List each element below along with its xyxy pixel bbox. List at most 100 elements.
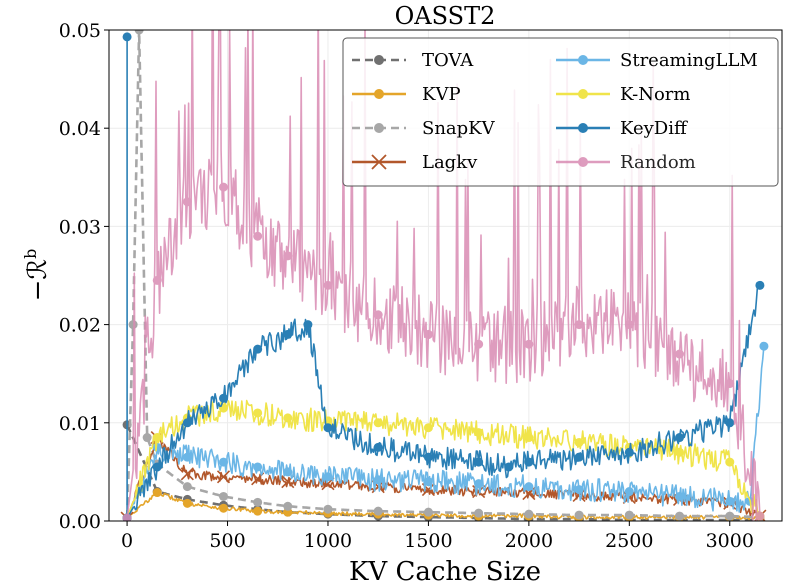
data-point-keydiff	[504, 462, 514, 472]
data-point-k-norm	[423, 423, 433, 433]
ticks: 0 500 1000 1500 2000 2500 3000 0.00 0.01 0.02 0.03…	[59, 20, 754, 552]
legend-entry-kvp: KVP	[352, 84, 461, 105]
data-point-streamingllm	[182, 452, 192, 462]
series-line-streamingllm	[126, 346, 765, 519]
data-point-streamingllm	[574, 485, 584, 495]
data-point-snapkv	[524, 509, 534, 519]
legend-label-lagkv: Lagkv	[422, 152, 478, 173]
data-point-kvp	[253, 506, 263, 516]
data-point-snapkv	[323, 504, 333, 514]
data-point-k-norm	[283, 413, 293, 423]
data-point-keydiff	[423, 452, 433, 462]
data-point-k-norm	[373, 418, 383, 428]
legend: TOVA KVP SnapKV Lagkv StreamingLLM K-Norm KeyD…	[342, 37, 779, 187]
data-point-kvp	[219, 503, 229, 513]
chart-title: OASST2	[395, 2, 496, 30]
data-point-random	[253, 231, 263, 241]
legend-box	[342, 37, 779, 187]
data-point-streamingllm	[624, 487, 634, 497]
data-point-keydiff	[373, 442, 383, 452]
y-tick-label: 0.01	[59, 413, 101, 435]
legend-entry-keydiff: KeyDiff	[556, 118, 688, 139]
x-tick-label: 1500	[404, 530, 452, 552]
data-point-snapkv	[128, 320, 138, 330]
legend-entry-random: Random	[556, 152, 696, 173]
data-point-keydiff	[122, 32, 132, 42]
data-point-lagkv	[180, 467, 194, 481]
y-tick-label: 0.00	[59, 511, 101, 533]
data-point-keydiff	[524, 457, 534, 467]
data-point-streamingllm	[474, 479, 484, 489]
data-point-snapkv	[253, 497, 263, 507]
legend-label-k-norm: K-Norm	[620, 84, 690, 105]
data-point-random	[524, 339, 534, 349]
series-random	[122, 30, 765, 521]
data-point-random	[182, 197, 192, 207]
data-point-keydiff	[725, 418, 735, 428]
series-layer	[120, 30, 769, 521]
y-tick-label: 0.04	[59, 118, 101, 140]
data-point-streamingllm	[253, 462, 263, 472]
data-point-keydiff	[675, 433, 685, 443]
data-point-random	[152, 275, 162, 285]
data-point-streamingllm	[219, 457, 229, 467]
data-point-streamingllm	[323, 472, 333, 482]
y-axis-label: −ℛb	[21, 249, 53, 302]
data-point-keydiff	[574, 452, 584, 462]
data-point-random	[474, 339, 484, 349]
y-axis-label-main: −ℛ	[23, 259, 53, 302]
data-point-snapkv	[624, 510, 634, 520]
data-point-snapkv	[373, 506, 383, 516]
data-point-keydiff	[323, 423, 333, 433]
legend-swatch-marker	[578, 55, 588, 65]
data-point-keydiff	[303, 320, 313, 330]
x-tick-label: 2000	[505, 530, 553, 552]
data-point-k-norm	[152, 433, 162, 443]
data-point-k-norm	[219, 403, 229, 413]
data-point-snapkv	[675, 511, 685, 521]
legend-swatch-marker	[578, 123, 588, 133]
data-point-keydiff	[219, 393, 229, 403]
series-line-keydiff	[126, 36, 761, 519]
data-point-random	[122, 513, 132, 521]
data-point-snapkv	[474, 508, 484, 518]
legend-entry-streamingllm: StreamingLLM	[556, 50, 758, 71]
x-tick-label: 1000	[304, 530, 352, 552]
legend-swatch-marker	[374, 89, 384, 99]
data-point-k-norm	[574, 437, 584, 447]
series-line-k-norm	[126, 399, 761, 521]
data-point-keydiff	[283, 329, 293, 339]
legend-label-random: Random	[620, 152, 696, 173]
data-point-k-norm	[725, 457, 735, 467]
legend-entry-snapkv: SnapKV	[352, 118, 496, 139]
legend-entry-k-norm: K-Norm	[556, 84, 690, 105]
y-tick-label: 0.05	[59, 20, 101, 42]
data-point-k-norm	[474, 428, 484, 438]
data-point-kvp	[182, 498, 192, 508]
data-point-keydiff	[182, 418, 192, 428]
series-line-kvp	[126, 491, 761, 521]
data-point-random	[283, 251, 293, 261]
legend-label-streamingllm: StreamingLLM	[620, 50, 758, 71]
data-point-streamingllm	[423, 477, 433, 487]
data-point-streamingllm	[725, 496, 735, 506]
data-point-snapkv	[182, 482, 192, 492]
data-point-random	[323, 280, 333, 290]
data-point-keydiff	[474, 457, 484, 467]
x-tick-label: 500	[209, 530, 245, 552]
data-point-keydiff	[253, 344, 263, 354]
series-line-lagkv	[126, 436, 761, 521]
y-tick-label: 0.03	[59, 216, 101, 238]
legend-label-snapkv: SnapKV	[422, 118, 496, 139]
legend-swatch-marker	[374, 123, 384, 133]
legend-swatch-marker	[578, 89, 588, 99]
x-tick-label: 3000	[706, 530, 754, 552]
series-line-snapkv	[125, 30, 761, 519]
data-point-random	[219, 182, 229, 192]
data-point-streamingllm	[373, 475, 383, 485]
data-point-snapkv	[134, 30, 144, 35]
data-point-snapkv	[423, 507, 433, 517]
data-point-random	[725, 379, 735, 389]
y-axis-label-sup: b	[21, 249, 40, 259]
legend-swatch-marker	[371, 154, 387, 170]
